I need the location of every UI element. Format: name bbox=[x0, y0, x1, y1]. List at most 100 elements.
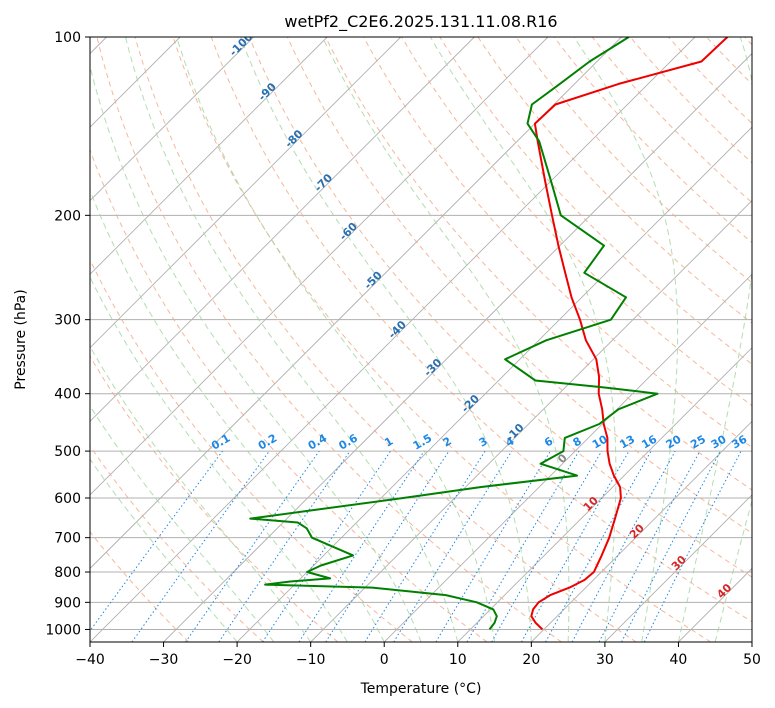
y-tick-label: 700 bbox=[54, 531, 81, 547]
mixing-ratio-line bbox=[90, 450, 223, 632]
dry-adiabat-line bbox=[96, 37, 562, 642]
x-tick-label: 20 bbox=[522, 652, 540, 668]
mixing-ratio-line bbox=[262, 450, 391, 642]
moist-adiabat-label: 30 bbox=[669, 553, 689, 573]
background-lines bbox=[90, 37, 752, 642]
dry-adiabat-line bbox=[515, 37, 752, 284]
dry-adiabat-line bbox=[439, 37, 752, 365]
mixing-ratio-label: 36 bbox=[729, 432, 749, 451]
x-axis-label: Temperature (°C) bbox=[360, 681, 482, 697]
mixing-ratio-label: 1.5 bbox=[411, 432, 434, 453]
x-axis-ticks: −40 −30 −20 −10 0 10 20 30 40 50 bbox=[75, 642, 761, 668]
moist-adiabat-line bbox=[573, 37, 679, 642]
mixing-ratio-label: 25 bbox=[688, 433, 708, 452]
y-tick-label: 800 bbox=[54, 565, 81, 581]
plot-frame bbox=[89, 36, 753, 643]
isotherm-line bbox=[236, 126, 752, 642]
isotherm-line bbox=[457, 347, 752, 642]
moist-adiabat-line bbox=[90, 275, 348, 642]
mixing-ratio-label: 20 bbox=[664, 432, 684, 451]
mixing-ratio-line bbox=[185, 450, 320, 642]
isotherm-line bbox=[90, 37, 254, 202]
x-tick-label: −10 bbox=[296, 652, 326, 668]
x-tick-label: 0 bbox=[380, 652, 389, 668]
mixing-ratio-label: 3 bbox=[477, 435, 490, 450]
mixing-ratio-line bbox=[218, 450, 351, 642]
dry-adiabat-line bbox=[706, 37, 752, 85]
moist-adiabat-line bbox=[677, 37, 752, 642]
x-tick-label: −30 bbox=[149, 652, 179, 668]
dry-adiabat-line bbox=[553, 37, 752, 244]
mixing-ratio-label: 16 bbox=[639, 432, 659, 451]
mixing-ratio-line bbox=[325, 450, 450, 642]
isotherm-line bbox=[383, 273, 752, 642]
dry-adiabat-line bbox=[286, 37, 752, 534]
moist-adiabat-line bbox=[90, 64, 422, 642]
mixing-ratio-label: 8 bbox=[571, 435, 584, 450]
dry-adiabat-label: -40 bbox=[386, 318, 409, 341]
dry-adiabat-line bbox=[134, 37, 637, 642]
y-tick-label: 600 bbox=[54, 491, 81, 507]
moist-adiabat-label: 20 bbox=[627, 521, 647, 541]
dry-adiabat-label: -70 bbox=[312, 171, 335, 194]
profile-lines bbox=[249, 37, 729, 631]
isotherm-line bbox=[90, 37, 475, 422]
mixing-ratio-line bbox=[364, 450, 486, 642]
isotherm-line bbox=[751, 641, 752, 642]
dry-adiabat-line bbox=[591, 37, 752, 204]
x-tick-label: −40 bbox=[75, 652, 105, 668]
temperature-profile-line bbox=[530, 37, 729, 631]
y-tick-label: 500 bbox=[54, 444, 81, 460]
y-tick-label: 900 bbox=[54, 595, 81, 611]
y-tick-label: 300 bbox=[54, 313, 81, 329]
dry-adiabat-line bbox=[90, 355, 339, 642]
moist-adiabat-label: 40 bbox=[714, 581, 734, 601]
mixing-ratio-label: 0.2 bbox=[256, 432, 279, 453]
mixing-ratio-label: 30 bbox=[709, 432, 729, 451]
mixing-ratio-line bbox=[466, 450, 580, 642]
moist-adiabat-line bbox=[125, 37, 459, 642]
dry-adiabat-line bbox=[477, 37, 752, 324]
moist-adiabat-line bbox=[176, 37, 496, 642]
mixing-ratio-label: 13 bbox=[617, 433, 637, 452]
x-tick-label: 30 bbox=[596, 652, 614, 668]
moist-adiabat-label: 10 bbox=[581, 494, 601, 514]
mixing-ratio-line bbox=[521, 450, 630, 642]
isotherm-line bbox=[531, 420, 752, 642]
dry-adiabat-label: -100 bbox=[227, 30, 256, 59]
x-tick-label: −20 bbox=[222, 652, 252, 668]
chart-title: wetPf2_C2E6.2025.131.11.08.R16 bbox=[284, 12, 557, 32]
dry-adiabat-line bbox=[668, 37, 752, 125]
y-tick-label: 1000 bbox=[45, 622, 81, 638]
dry-adiabat-line bbox=[90, 445, 264, 642]
mixing-ratio-line bbox=[435, 450, 551, 642]
moist-adiabat-line bbox=[429, 37, 617, 642]
mixing-ratio-line bbox=[298, 450, 425, 642]
y-tick-label: 100 bbox=[54, 30, 81, 46]
y-axis-label: Pressure (hPa) bbox=[13, 289, 29, 389]
moist-adiabat-line bbox=[90, 458, 238, 642]
y-axis-ticks: 100 200 300 400 500 600 700 800 900 1000 bbox=[45, 30, 90, 638]
y-tick-label: 200 bbox=[54, 208, 81, 224]
mixing-ratio-line bbox=[598, 450, 701, 642]
isotherm-line bbox=[90, 37, 328, 275]
dry-adiabat-line bbox=[90, 531, 190, 642]
dry-adiabat-line bbox=[90, 258, 413, 642]
moist-adiabat-line bbox=[90, 405, 275, 642]
dry-adiabat-line bbox=[744, 37, 752, 46]
isotherm-line bbox=[90, 37, 622, 570]
dry-adiabat-label: -50 bbox=[361, 269, 384, 292]
dry-adiabat-line bbox=[90, 148, 488, 642]
moist-adiabat-line bbox=[240, 37, 532, 642]
moist-adiabat-line bbox=[322, 37, 570, 642]
mixing-ratio-line bbox=[571, 450, 676, 642]
isotherm-line bbox=[90, 37, 549, 496]
dry-adiabat-line bbox=[629, 37, 752, 164]
isotherm-line bbox=[678, 567, 752, 642]
isotherm-line bbox=[163, 52, 752, 642]
moist-adiabat-line bbox=[714, 498, 752, 642]
dry-adiabat-line bbox=[210, 37, 752, 623]
x-tick-label: 10 bbox=[449, 652, 467, 668]
dry-adiabat-line bbox=[248, 37, 752, 578]
dewpoint-profile-line bbox=[249, 37, 659, 631]
